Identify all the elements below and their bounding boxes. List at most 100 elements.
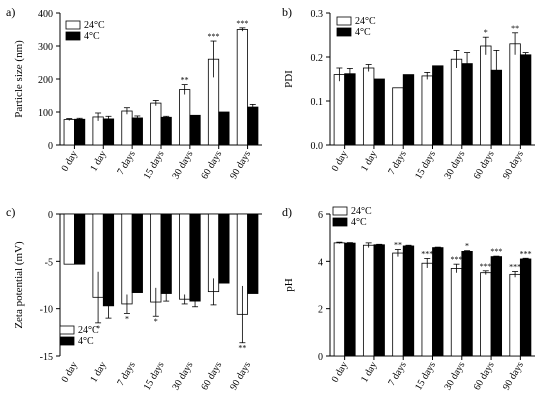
y-tick-label: 200 (38, 75, 53, 86)
chart-panel-2: b) PDI 0.0 0.1 0.2 0.3 0 day 1 day 7 days 15 days… (282, 5, 535, 181)
bar-series-1 (333, 74, 346, 146)
legend-label: 4°C (84, 31, 100, 42)
bar-series-1 (92, 116, 104, 146)
bar-series-1 (480, 272, 492, 357)
y-tick-label: 300 (38, 42, 53, 53)
bar-series-2 (519, 54, 532, 146)
bar-series-2 (189, 114, 201, 146)
legend-swatch (332, 206, 348, 216)
y-tick-label: 0.3 (311, 9, 324, 20)
bar-series-2 (461, 63, 473, 146)
legend-swatch (65, 31, 81, 41)
significance-label: ** (238, 344, 246, 353)
x-tick-label: 90 days (228, 149, 253, 181)
bar-series-2 (344, 73, 356, 146)
bar-series-2 (131, 213, 143, 293)
bar-series-1 (392, 87, 404, 146)
x-tick-label: 15 days (413, 149, 438, 181)
bar-series-1 (63, 119, 75, 146)
panel-label: a) (6, 5, 15, 19)
y-axis-label: Zeta potential (mV) (13, 241, 25, 329)
y-tick-label: 0 (48, 141, 53, 152)
bar-series-2 (102, 118, 115, 146)
legend-label: 24°C (78, 325, 99, 336)
legend-swatch (332, 217, 348, 227)
x-tick-label: 90 days (501, 360, 526, 392)
bar-series-1 (333, 242, 346, 357)
bar-series-1 (509, 43, 521, 146)
bar-series-1 (480, 45, 492, 146)
bar-series-2 (344, 242, 356, 357)
significance-label: *** (509, 263, 521, 272)
y-tick-label: 4 (318, 257, 323, 268)
legend-swatch (336, 27, 352, 37)
bar-series-2 (432, 247, 444, 357)
x-tick-label: 1 day (359, 360, 380, 385)
bar-series-1 (179, 89, 191, 146)
legend-swatch (65, 20, 81, 30)
y-tick-label: 0 (48, 210, 53, 221)
x-tick-label: 0 day (60, 149, 81, 174)
bar-series-2 (189, 213, 201, 302)
bar-series-2 (490, 256, 503, 357)
legend-swatch (59, 336, 75, 346)
x-tick-label: 15 days (413, 360, 438, 392)
significance-label: *** (520, 249, 532, 258)
y-tick-label: 400 (38, 9, 53, 20)
y-tick-label: -15 (40, 352, 53, 363)
bar-series-2 (131, 117, 143, 146)
significance-label: *** (421, 249, 433, 258)
y-tick-label: 0 (318, 352, 323, 363)
legend-swatch (59, 325, 75, 335)
x-tick-label: 60 days (199, 360, 224, 392)
bar-series-2 (247, 213, 259, 294)
bar-series-2 (218, 111, 230, 146)
y-axis-label: Particle size (nm) (13, 40, 25, 118)
significance-label: *** (451, 255, 463, 264)
bar-series-1 (362, 244, 375, 357)
bar-series-2 (432, 65, 444, 146)
bar-series-1 (509, 273, 521, 357)
panel-label: c) (6, 205, 15, 219)
y-tick-label: 6 (318, 210, 323, 221)
y-tick-label: -5 (45, 257, 53, 268)
bar-series-2 (74, 118, 86, 146)
panel-label: d) (282, 205, 292, 219)
chart-panel-1: a) Particle size (nm) 0 100 200 300 400 0 day 1 … (6, 5, 262, 181)
bar-series-1 (63, 213, 75, 265)
x-tick-label: 1 day (88, 360, 109, 385)
chart-panel-3: c) Zeta potential (mV) 0 -5 -10 -15 0 day 1 day… (6, 205, 262, 392)
legend-label: 24°C (84, 20, 105, 31)
y-tick-label: 100 (38, 108, 53, 119)
bar-series-2 (373, 244, 385, 357)
y-tick-label: 2 (318, 305, 323, 316)
bar-series-1 (450, 268, 463, 357)
bar-series-2 (160, 116, 172, 146)
y-tick-label: 0.0 (311, 141, 324, 152)
x-tick-label: 15 days (142, 360, 167, 392)
x-tick-label: 1 day (88, 149, 109, 174)
bar-series-1 (121, 110, 133, 146)
significance-label: * (154, 317, 158, 326)
x-tick-label: 7 days (115, 149, 137, 177)
legend-label: 4°C (351, 217, 367, 228)
y-tick-label: 0.1 (311, 97, 324, 108)
x-tick-label: 0 day (330, 149, 351, 174)
significance-label: * (125, 314, 129, 323)
x-tick-label: 30 days (171, 360, 196, 392)
bar-series-1 (392, 252, 404, 357)
x-tick-label: 7 days (386, 149, 408, 177)
legend-label: 24°C (351, 206, 372, 217)
x-tick-label: 0 day (330, 360, 351, 385)
bar-series-1 (121, 213, 133, 305)
x-tick-label: 1 day (359, 149, 380, 174)
legend-swatch (336, 16, 352, 26)
legend-label: 4°C (78, 336, 94, 347)
bar-series-2 (519, 258, 532, 357)
bar-series-2 (218, 213, 230, 284)
significance-label: *** (480, 262, 492, 271)
legend-label: 4°C (355, 27, 371, 38)
x-tick-label: 60 days (472, 149, 497, 181)
bar-series-2 (402, 245, 415, 357)
significance-label: * (465, 242, 469, 251)
